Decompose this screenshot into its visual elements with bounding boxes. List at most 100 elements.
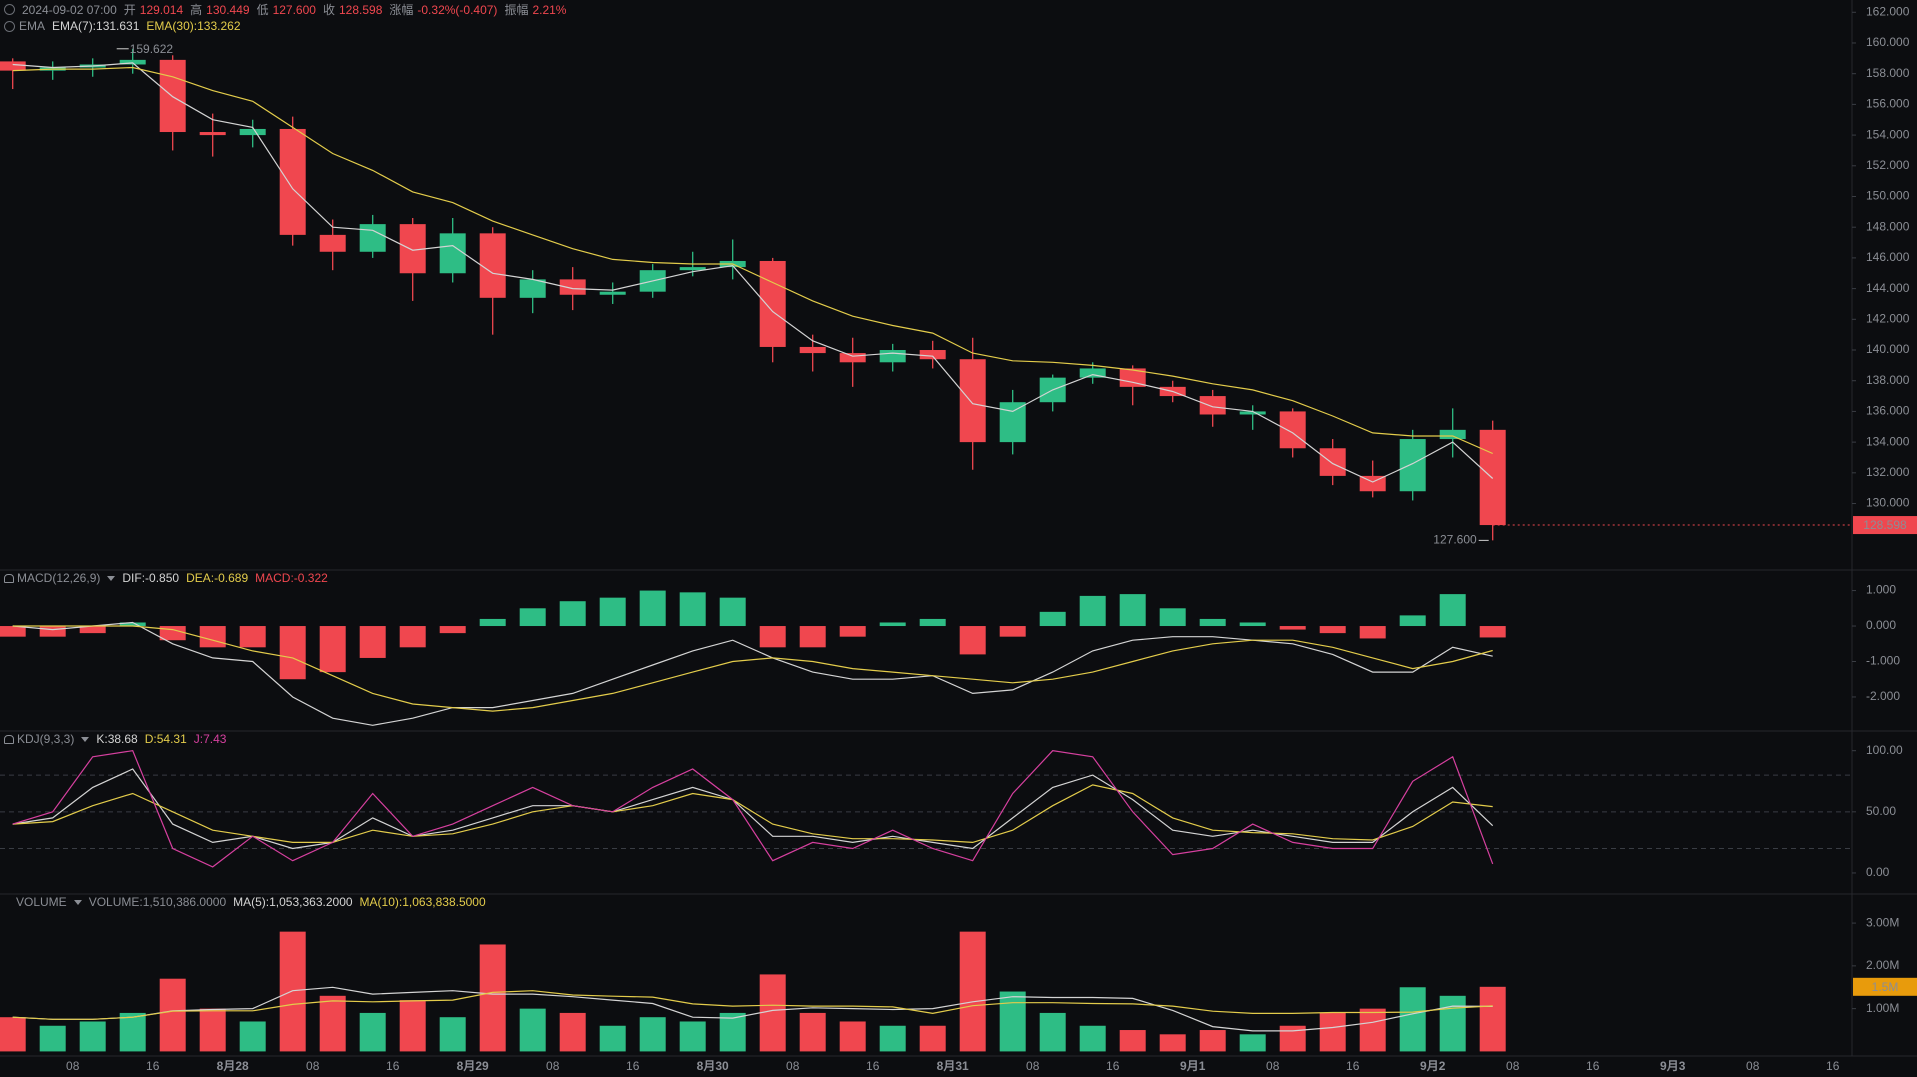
x-tick-label: 08 (786, 1059, 800, 1073)
macd-bar (1079, 595, 1106, 627)
macd-bar (679, 592, 706, 627)
volume-bar (1319, 1012, 1346, 1052)
alert-icon[interactable] (4, 573, 14, 583)
y-tick-label: 146.000 (1866, 250, 1910, 264)
macd-bar (279, 626, 306, 680)
macd-bar (1439, 594, 1466, 627)
y-tick-label: 160.000 (1866, 35, 1910, 49)
indicator-line (12, 750, 1494, 868)
volume-bar (279, 931, 306, 1052)
y-tick-label: 132.000 (1866, 465, 1910, 479)
macd-legend: MACD(12,26,9) DIF: -0.850 DEA: -0.689 MACD: -0… (4, 571, 328, 585)
readout: 2024-09-02 07:00 开 129.014 高 130.449 低 127.600… (4, 1, 566, 18)
x-tick-label: 16 (1106, 1059, 1120, 1073)
toggle-icon[interactable] (4, 20, 15, 32)
legend-entry: DIF: (122, 571, 146, 585)
toggle-icon[interactable] (4, 4, 15, 15)
dropdown[interactable] (81, 736, 90, 742)
y-tick-label: 158.000 (1866, 66, 1910, 80)
macd-bar (1359, 626, 1386, 639)
readout-time: 2024-09-02 07:00 (22, 2, 117, 17)
macd-bar (719, 597, 746, 627)
y-tick-label: -2.000 (1866, 689, 1900, 703)
macd-bar (799, 626, 826, 648)
x-tick-label: 16 (626, 1059, 640, 1073)
volume-bar (1239, 1034, 1266, 1052)
macd-bar (839, 626, 866, 637)
readout-label: 开 (123, 3, 136, 17)
y-tick-label: 1.00M (1866, 1001, 1899, 1015)
volume-bar (559, 1012, 586, 1052)
legend-entry: VOLUME: (88, 895, 143, 909)
y-tick-label: 2.00M (1866, 958, 1899, 972)
candle-body (1199, 396, 1226, 415)
last-price-tag (1853, 516, 1917, 535)
low-marker: 127.600 (1433, 533, 1477, 547)
legend-entry: MA(10): (359, 895, 403, 909)
x-tick-label: 08 (1506, 1059, 1520, 1073)
dropdown[interactable] (73, 899, 82, 905)
y-tick-label: 3.00M (1866, 915, 1899, 929)
kdj-legend: KDJ(9,3,3) K: 38.68 D: 54.31 J: 7.43 (4, 732, 226, 746)
volume-bar (239, 1021, 266, 1052)
macd-bar (119, 622, 146, 627)
y-tick-label: 1.000 (1866, 583, 1896, 597)
indicator-line (12, 784, 1493, 844)
legend-entry: J: (193, 732, 204, 746)
x-tick-label: 16 (1826, 1059, 1840, 1073)
legend-value: 7.43 (203, 732, 227, 746)
macd-bar (919, 618, 946, 627)
dropdown[interactable] (107, 575, 116, 581)
y-tick-label: 162.000 (1866, 4, 1910, 18)
volume-bar (439, 1017, 466, 1052)
x-tick-label: 16 (146, 1059, 160, 1073)
readout-value: -0.32%(-0.407) (417, 2, 498, 17)
volume-bar (1439, 995, 1466, 1052)
y-tick-label: 136.000 (1866, 404, 1910, 418)
x-tick-label: 8月30 (697, 1059, 729, 1073)
alert-icon[interactable] (4, 734, 14, 744)
candle-body (1479, 429, 1506, 526)
candle-body (239, 128, 266, 136)
macd-bar (959, 626, 986, 655)
candle-body (1399, 439, 1426, 492)
volume-bar (1479, 986, 1506, 1052)
y-tick-label: 154.000 (1866, 127, 1910, 141)
macd-bar (999, 626, 1026, 637)
volume-bar (479, 944, 506, 1052)
legend-value: 38.68 (107, 732, 138, 746)
x-tick-label: 08 (546, 1059, 560, 1073)
macd-bar (879, 622, 906, 627)
readout-value: 127.600 (272, 2, 316, 17)
candle-body (359, 224, 386, 252)
macd-bar (519, 608, 546, 627)
legend-value: 1,053,363.2000 (269, 895, 353, 909)
readout-value: 2.21% (532, 2, 567, 17)
readout-label: 涨幅 (389, 3, 414, 17)
candle-body (1079, 368, 1106, 378)
macd-bar (159, 626, 186, 641)
volume-bar (519, 1008, 546, 1052)
candle-body (199, 132, 226, 136)
volume-bar (639, 1017, 666, 1052)
legend-value: 131.631 (96, 19, 140, 33)
candle-body (519, 279, 546, 298)
volume-bar (319, 995, 346, 1052)
candle-body (1279, 411, 1306, 449)
candle-body (479, 233, 506, 298)
indicator-line (12, 621, 1493, 726)
y-tick-label: 144.000 (1866, 281, 1910, 295)
legend-value: -0.850 (145, 571, 180, 585)
volume-tag (1853, 977, 1917, 996)
candle-body (1119, 368, 1146, 387)
macd-bar (599, 597, 626, 627)
x-tick-label: 08 (66, 1059, 80, 1073)
indicator-line (12, 990, 1493, 1020)
readout-value: 128.598 (338, 2, 383, 17)
macd-bar (0, 626, 26, 637)
candle-body (0, 61, 26, 71)
candle-body (959, 359, 986, 443)
macd-bar (1319, 626, 1346, 634)
candle-body (599, 291, 626, 295)
